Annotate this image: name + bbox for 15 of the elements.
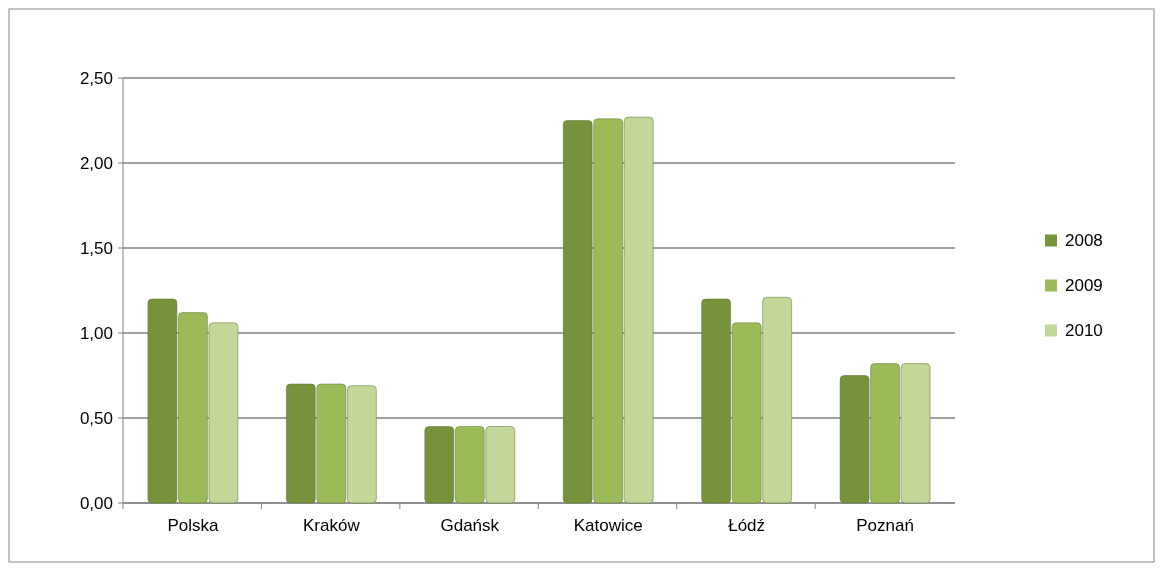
y-tick-label: 1,00: [79, 323, 113, 343]
y-tick-label: 0,00: [79, 493, 113, 513]
y-tick-label: 1,50: [79, 238, 113, 258]
y-tick-label: 0,50: [79, 408, 113, 428]
legend-label: 2009: [1065, 276, 1103, 296]
y-tick-label: 2,50: [79, 68, 113, 88]
x-tick-label: Łódź: [728, 516, 766, 535]
legend-label: 2010: [1065, 321, 1103, 341]
x-tick-label: Kraków: [303, 516, 361, 535]
legend-label: 2008: [1065, 231, 1103, 251]
x-tick-label: Katowice: [573, 516, 643, 535]
x-tick-label: Polska: [167, 516, 219, 535]
x-tick-label: Gdańsk: [440, 516, 500, 535]
x-tick-label: Poznań: [856, 516, 914, 535]
y-tick-label: 2,00: [79, 153, 113, 173]
